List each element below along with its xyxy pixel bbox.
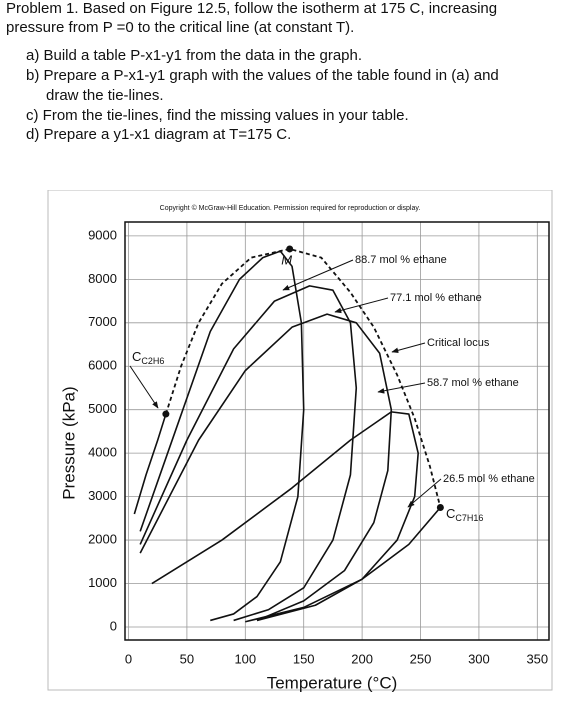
x-tick-label: 100 — [234, 651, 256, 666]
point-label: M — [281, 252, 292, 267]
y-tick-label: 2000 — [88, 531, 117, 546]
plot-frame — [124, 221, 550, 641]
phase-curve — [245, 506, 441, 623]
y-axis-label: Pressure (kPa) — [59, 386, 78, 499]
y-tick-label: 9000 — [88, 227, 117, 242]
y-tick-label: 4000 — [88, 445, 117, 460]
y-tick-label: 3000 — [88, 488, 117, 503]
critical-point — [286, 245, 294, 253]
component-symbol: C — [132, 349, 141, 364]
y-tick-label: 0 — [110, 618, 117, 633]
x-tick-label: 50 — [180, 651, 194, 666]
critical-point — [162, 410, 170, 418]
x-axis-label: Temperature (°C) — [267, 673, 398, 692]
y-tick-label: 7000 — [88, 314, 117, 329]
curve-label: 77.1 mol % ethane — [390, 292, 482, 304]
label-arrow — [282, 259, 354, 291]
x-tick-label: 300 — [468, 651, 490, 666]
y-tick-label: 1000 — [88, 575, 117, 590]
problem-line: pressure from P =0 to the critical line … — [6, 19, 355, 36]
task: d) Prepare a y1-x1 diagram at T=175 C. — [26, 126, 292, 143]
task: draw the tie-lines. — [46, 87, 164, 104]
x-tick-label: 250 — [410, 651, 432, 666]
label-arrow — [407, 478, 442, 508]
component-symbol: C — [446, 506, 455, 521]
label-arrow — [391, 342, 426, 354]
x-tick-label: 200 — [351, 651, 373, 666]
task: c) From the tie-lines, find the missing … — [26, 107, 409, 124]
x-tick-label: 150 — [293, 651, 315, 666]
critical-locus — [165, 248, 442, 508]
component-label: CC7H16 — [446, 506, 483, 523]
chart: Copyright © McGraw-Hill Education. Permi… — [47, 190, 553, 692]
phase-curve — [151, 411, 419, 622]
problem-line: Problem 1. Based on Figure 12.5, follow … — [6, 0, 498, 17]
curve-label: 58.7 mol % ethane — [427, 377, 519, 389]
x-tick-label: 0 — [125, 651, 132, 666]
y-tick-label: 8000 — [88, 271, 117, 286]
figure-frame — [47, 190, 553, 691]
phase-curve — [133, 413, 167, 515]
phase-curve — [139, 313, 393, 622]
x-tick-label: 350 — [526, 651, 548, 666]
task: a) Build a table P-x1-y1 from the data i… — [26, 47, 363, 64]
task: b) Prepare a P-x1-y1 graph with the valu… — [26, 67, 499, 84]
critical-point — [436, 503, 444, 511]
y-tick-label: 6000 — [88, 358, 117, 373]
phase-curve — [139, 285, 358, 622]
component-subscript: C2H6 — [141, 356, 164, 366]
curve-label: 88.7 mol % ethane — [355, 254, 447, 266]
caption: Copyright © McGraw-Hill Education. Permi… — [160, 204, 421, 212]
curve-label: Critical locus — [427, 337, 490, 349]
curve-label: 26.5 mol % ethane — [443, 473, 535, 485]
y-tick-label: 5000 — [88, 401, 117, 416]
label-arrow — [334, 297, 389, 314]
phase-curve — [139, 250, 305, 622]
label-arrow — [129, 365, 159, 409]
label-arrow — [377, 382, 426, 394]
component-subscript: C7H16 — [455, 513, 483, 523]
component-label: CC2H6 — [132, 349, 164, 366]
